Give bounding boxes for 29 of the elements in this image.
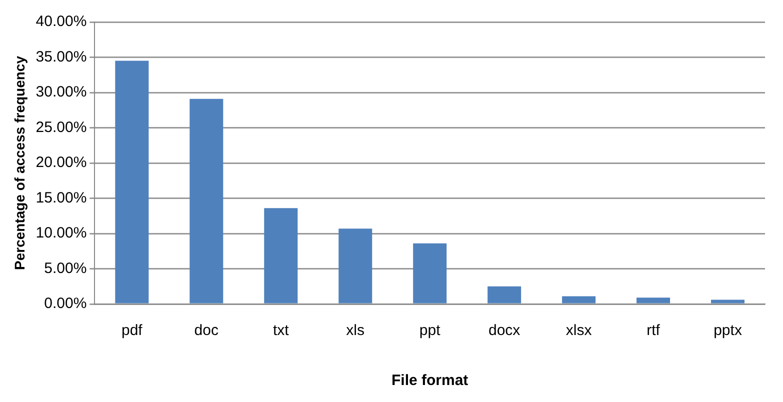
bar (636, 298, 670, 304)
y-tick-label: 20.00% (36, 154, 87, 172)
y-tick-label: 30.00% (36, 84, 87, 101)
bar (190, 98, 224, 304)
bar (488, 286, 522, 304)
y-tick-label: 5.00% (44, 260, 87, 277)
y-tick-label: 35.00% (36, 48, 87, 66)
bar (264, 208, 298, 304)
x-tick-label: docx (488, 322, 521, 340)
x-tick-label: xlsx (566, 322, 592, 340)
y-axis-title: Percentage of access frequency (11, 56, 28, 270)
y-tick-label: 10.00% (36, 224, 87, 242)
x-tick-label: xls (346, 322, 365, 340)
x-tick-label: pdf (121, 322, 144, 340)
x-tick-label: rtf (646, 322, 661, 340)
bar (562, 296, 596, 304)
x-axis-title: File format (391, 372, 468, 390)
y-tick-label: 25.00% (36, 118, 87, 136)
x-tick-label: txt (272, 322, 290, 340)
bar (115, 60, 149, 304)
bar (413, 243, 447, 304)
x-tick-label: pptx (714, 322, 742, 340)
x-tick-label: ppt (419, 322, 442, 340)
y-tick-label: 15.00% (36, 189, 87, 206)
bar (711, 300, 745, 304)
bar (338, 228, 372, 304)
y-tick-label: 40.00% (36, 13, 87, 30)
x-tick-label: doc (194, 322, 219, 340)
y-tick-label: 0.00% (44, 295, 87, 312)
